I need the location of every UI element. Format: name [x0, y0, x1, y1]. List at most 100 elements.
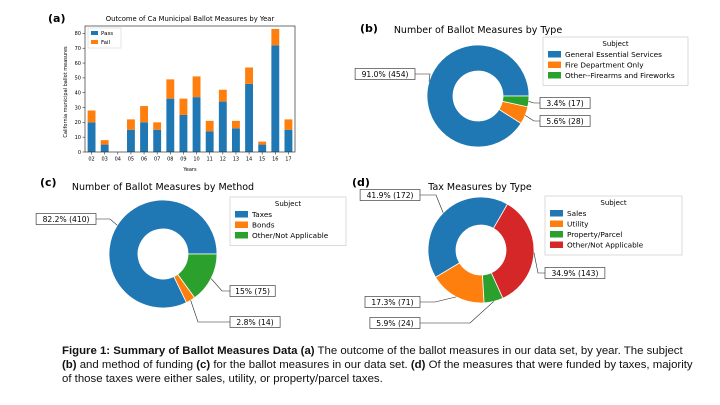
legend-swatch-other-firearms-and-fireworks: [548, 72, 561, 79]
x-tick-label-a: 15: [259, 157, 265, 163]
data-label-taxes: 82.2% (410): [43, 215, 90, 224]
legend-title-d: Subject: [600, 199, 626, 207]
legend-label-taxes: Taxes: [251, 210, 272, 219]
bar-fail-11: [205, 120, 214, 132]
x-tick-label-a: 10: [193, 157, 199, 163]
y-tick-label-a: 40: [75, 91, 81, 97]
bar-fail-05: [127, 119, 135, 130]
data-label-fire-department-only: 5.6% (28): [546, 117, 583, 126]
bar-pass-11: [205, 131, 214, 152]
data-label-box-taxes: [35, 213, 97, 225]
panel-letter-c: (c): [40, 176, 57, 189]
legend-label-pass: Pass: [101, 31, 113, 37]
legend-swatch-other-not-applicable: [550, 241, 563, 248]
legend-swatch-other-not-applicable: [235, 232, 248, 239]
bar-pass-02: [87, 122, 96, 152]
bar-fail-06: [140, 106, 148, 123]
bar-pass-14: [245, 83, 253, 152]
slice-other-not-applicable: [490, 203, 535, 299]
slice-taxes: [108, 199, 218, 309]
legend-label-general-essential-services: General Essential Services: [565, 50, 662, 59]
legend-swatch-pass: [91, 31, 98, 35]
bar-pass-17: [284, 129, 293, 152]
panel-c: (c) Number of Ballot Measures by Method …: [35, 176, 347, 328]
legend-swatch-bonds: [235, 221, 248, 228]
x-tick-label-a: 11: [207, 157, 213, 163]
legend-swatch-general-essential-services: [548, 51, 561, 58]
bar-pass-16: [271, 45, 280, 153]
bar-fail-12: [218, 89, 227, 102]
figure-caption: Figure 1: Summary of Ballot Measures Dat…: [62, 344, 694, 386]
x-tick-label-a: 06: [141, 157, 147, 163]
data-label-box-general-essential-services: [354, 68, 416, 80]
bar-pass-15: [258, 144, 267, 152]
leader-line-property-parcel: [420, 301, 494, 324]
x-tick-label-a: 09: [180, 157, 186, 163]
data-label-other-firearms-and-fireworks: 3.4% (17): [546, 99, 583, 108]
legend-swatch-taxes: [235, 211, 248, 218]
panel-a: (a) Outcome of Ca Municipal Ballot Measu…: [48, 12, 296, 173]
leader-line-taxes: [96, 218, 118, 226]
legend-title-b: Subject: [602, 40, 628, 48]
data-label-other-not-applicable: 34.9% (143): [551, 269, 598, 278]
caption-text-c: for the ballot measures in our data set.: [210, 359, 411, 371]
x-tick-label-a: 14: [246, 157, 252, 163]
y-tick-label-a: 70: [75, 46, 81, 52]
bar-fail-07: [153, 122, 162, 130]
slice-other-not-applicable: [177, 253, 218, 299]
caption-tag-b: (b): [62, 359, 77, 371]
legend-swatch-sales: [550, 210, 563, 217]
bar-pass-05: [127, 129, 135, 152]
legend-frame-c: [229, 196, 347, 246]
data-label-general-essential-services: 91.0% (454): [362, 70, 409, 79]
caption-tag-a: (a): [300, 345, 315, 357]
legend-label-fail: Fail: [101, 40, 111, 46]
bar-pass-07: [153, 129, 162, 152]
y-tick-label-a: 80: [75, 31, 81, 37]
bar-fail-14: [245, 67, 253, 84]
data-label-property-parcel: 5.9% (24): [376, 319, 413, 328]
caption-tag-c: (c): [196, 359, 211, 371]
bar-fail-10: [192, 76, 201, 98]
data-label-box-sales: [359, 189, 421, 201]
leader-line-utility: [420, 296, 457, 303]
leader-line-other-firearms-and-fireworks: [528, 101, 540, 104]
x-tick-label-a: 08: [167, 157, 173, 163]
data-label-bonds: 2.8% (14): [236, 318, 273, 327]
data-label-utility: 17.3% (71): [371, 298, 413, 307]
legend-label-property-parcel: Property/Parcel: [567, 230, 622, 239]
legend-label-other-not-applicable: Other/Not Applicable: [567, 241, 644, 250]
data-label-box-other-not-applicable: [229, 285, 276, 297]
x-tick-label-a: 16: [272, 157, 278, 163]
y-tick-label-a: 0: [78, 150, 81, 156]
x-tick-label-a: 03: [102, 157, 108, 163]
slice-sales: [427, 196, 509, 278]
leader-line-bonds: [190, 300, 230, 323]
legend-swatch-property-parcel: [550, 231, 563, 238]
y-tick-label-a: 30: [75, 105, 81, 111]
legend-swatch-fail: [91, 40, 98, 44]
bar-fail-15: [258, 141, 267, 145]
caption-text-d: Of the measures that were funded by taxe…: [62, 359, 693, 385]
caption-text-a: The outcome of the ballot measures in ou…: [314, 345, 683, 357]
bar-fail-17: [284, 119, 293, 130]
x-tick-label-a: 17: [285, 157, 291, 163]
bar-pass-10: [192, 97, 201, 152]
chart-title-a: Outcome of Ca Municipal Ballot Measures …: [106, 15, 275, 23]
plot-frame-a: [84, 25, 296, 153]
data-label-sales: 41.9% (172): [367, 191, 414, 200]
x-tick-label-a: 02: [88, 157, 94, 163]
data-label-box-property-parcel: [369, 317, 421, 329]
chart-title-c: Number of Ballot Measures by Method: [72, 182, 254, 193]
x-tick-label-a: 05: [128, 157, 134, 163]
bar-pass-03: [100, 144, 109, 152]
panel-letter-d: (d): [352, 176, 370, 189]
x-tick-label-a: 12: [220, 157, 226, 163]
y-tick-label-a: 20: [75, 120, 81, 126]
legend-swatch-utility: [550, 220, 563, 227]
bar-fail-02: [87, 110, 96, 123]
data-label-box-other-not-applicable: [544, 267, 606, 279]
legend-frame-d: [544, 195, 683, 256]
bar-fail-13: [232, 120, 240, 129]
x-tick-label-a: 04: [115, 157, 121, 163]
